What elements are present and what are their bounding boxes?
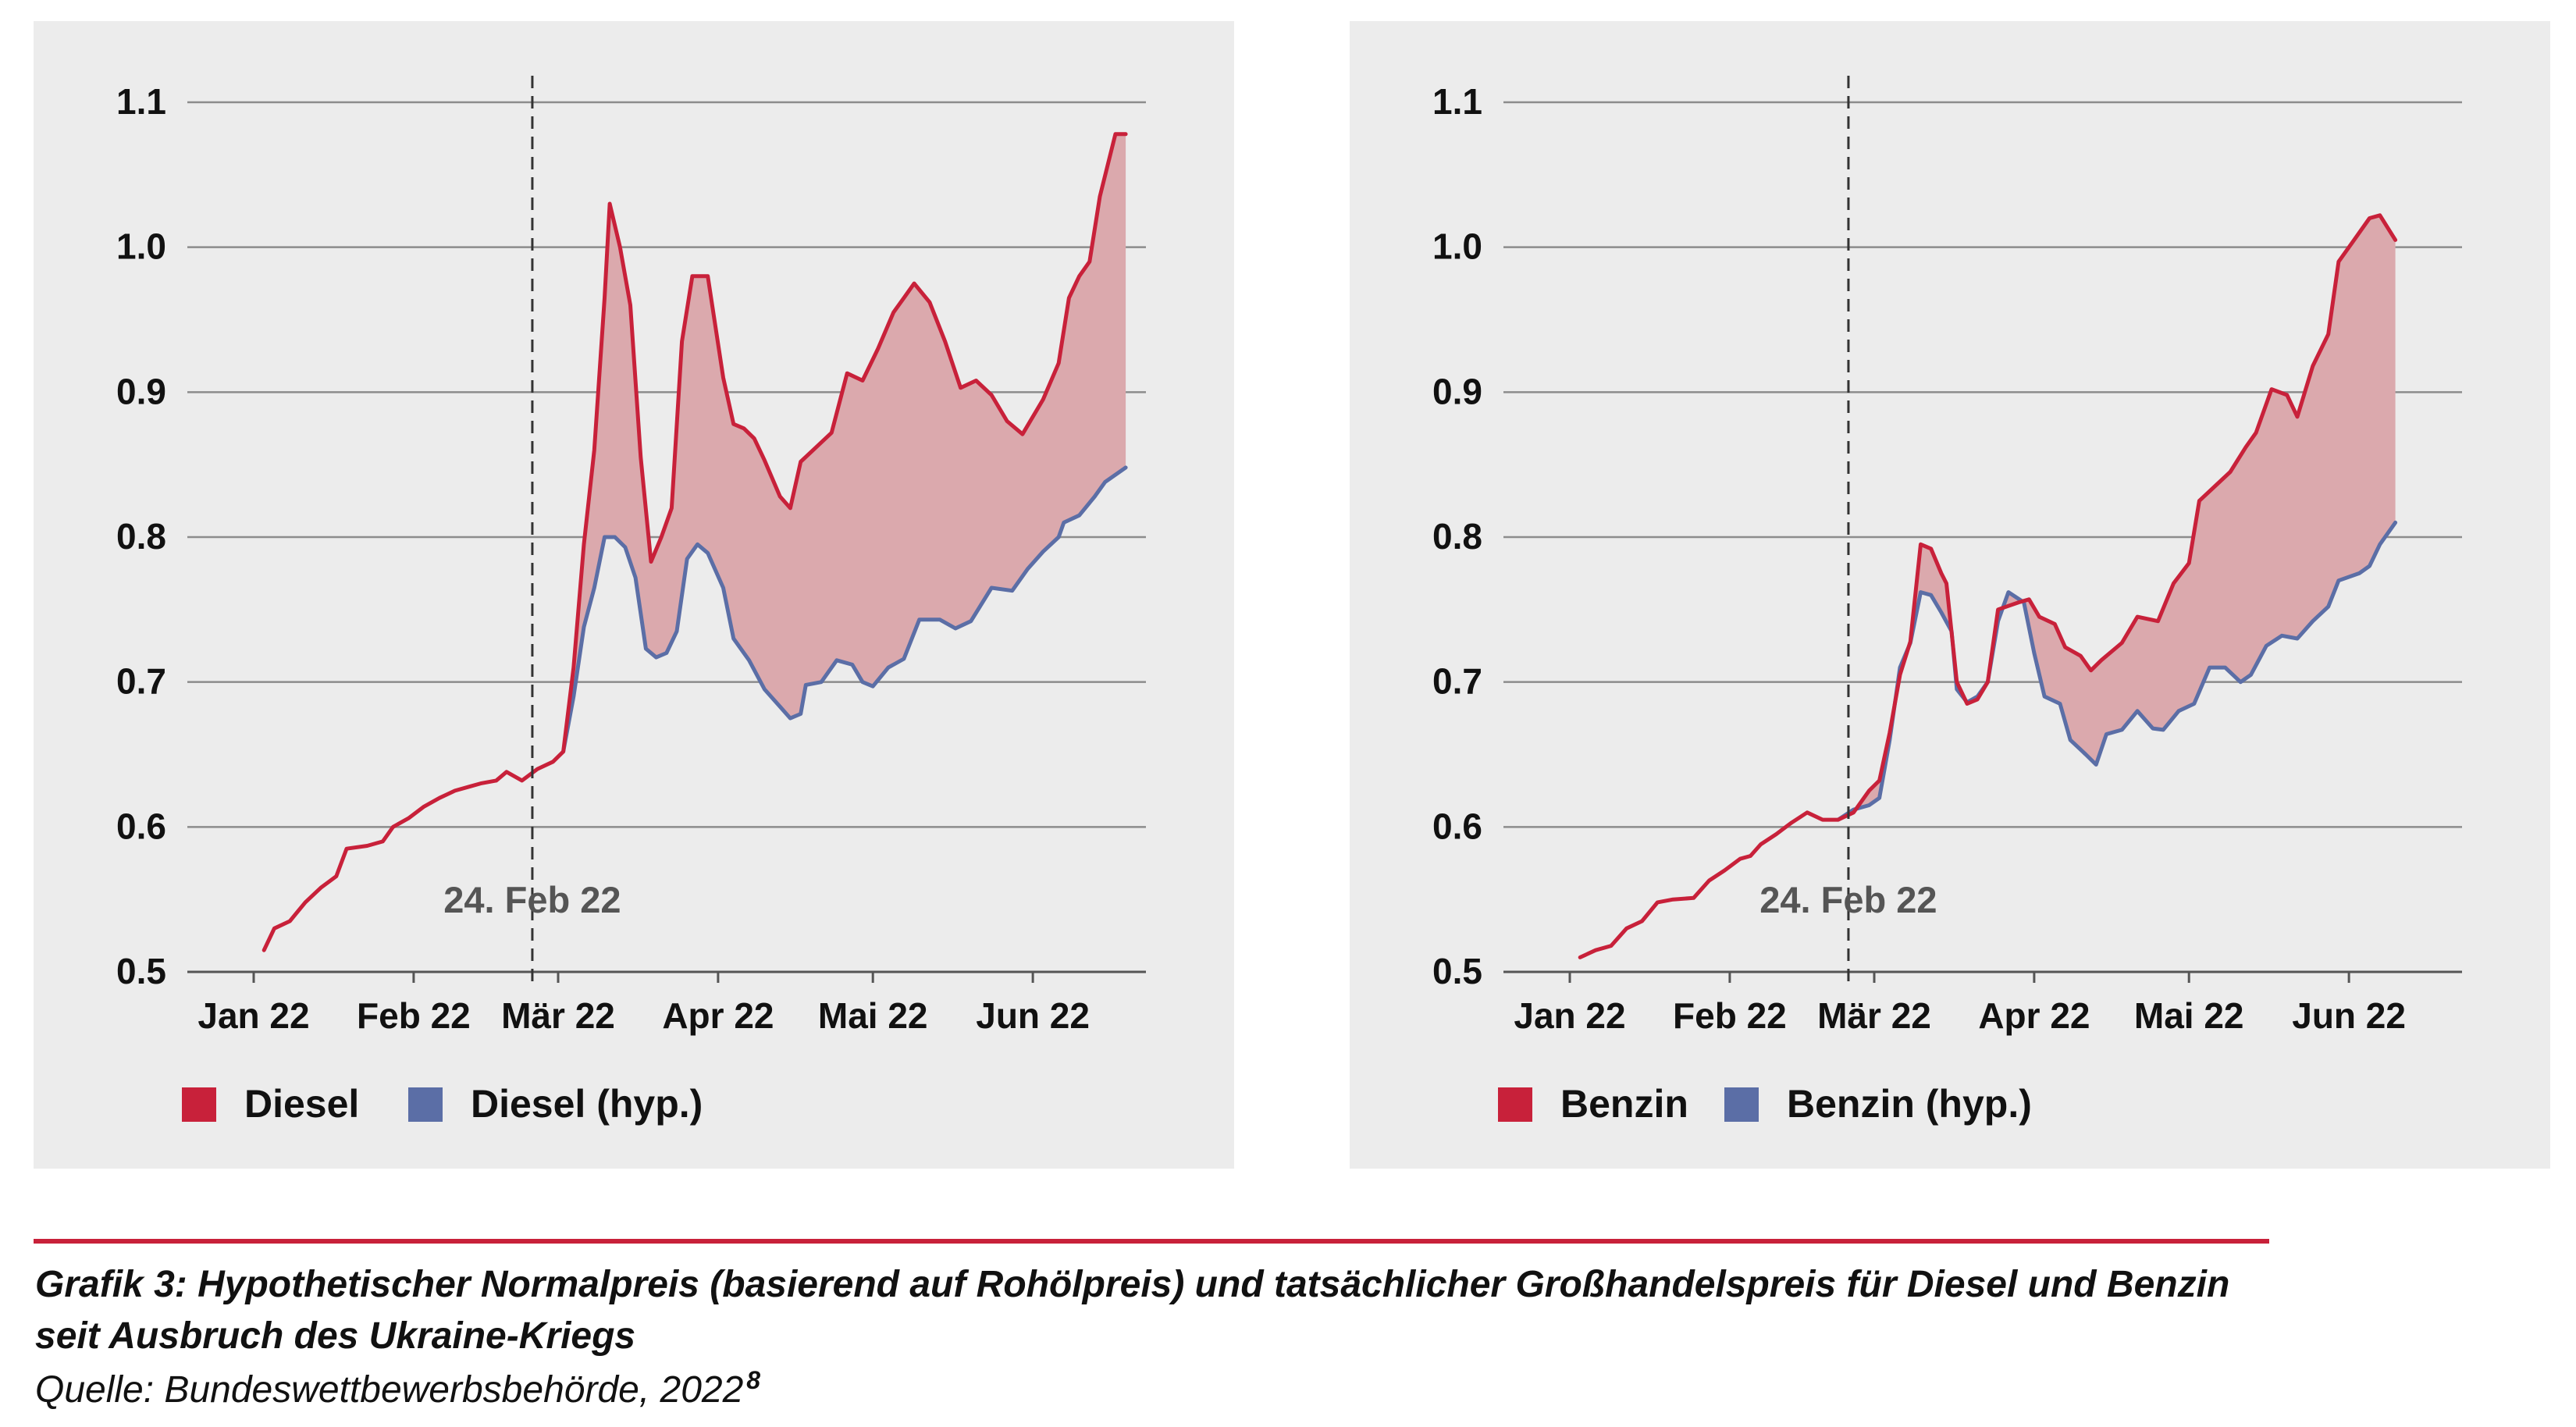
x-tick-label: Mär 22 — [501, 995, 615, 1036]
x-tick-label: Mai 22 — [818, 995, 928, 1036]
y-tick-label: 0.5 — [116, 951, 166, 991]
gap-shaded-area — [1838, 215, 2396, 820]
y-tick-label: 0.6 — [1432, 806, 1482, 846]
caption-title-line-1: Grafik 3: Hypothetischer Normalpreis (ba… — [35, 1264, 2230, 1305]
caption-source-text: Quelle: Bundeswettbewerbsbehörde, 2022 — [35, 1369, 744, 1411]
legend-swatch — [408, 1087, 443, 1122]
y-tick-label: 1.0 — [1432, 226, 1482, 267]
caption-footnote-ref: 8 — [746, 1366, 761, 1394]
y-tick-label: 0.7 — [116, 661, 166, 702]
benzin-chart: 0.5 0.6 0.7 0.8 0.9 1.0 1.1 Jan 22 Feb 22 Mär 22 A… — [1432, 76, 2462, 1126]
x-tick-label: Jun 22 — [976, 995, 1090, 1036]
legend-swatch — [182, 1087, 216, 1122]
legend-label: Diesel (hyp.) — [471, 1082, 703, 1126]
x-tick-label: Jan 22 — [1514, 995, 1625, 1036]
y-tick-label: 0.8 — [116, 516, 166, 557]
caption-source: Quelle: Bundeswettbewerbsbehörde, 2022 8 — [35, 1366, 760, 1411]
gap-shaded-area — [563, 133, 1126, 752]
y-tick-label: 1.1 — [1432, 81, 1482, 122]
x-tick-label: Jan 22 — [197, 995, 309, 1036]
series-line — [262, 132, 1128, 952]
series-line — [1836, 520, 2398, 822]
y-tick-label: 0.9 — [1432, 371, 1482, 411]
caption-title-line-2: seit Ausbruch des Ukraine-Kriegs — [35, 1315, 636, 1357]
legend-swatch — [1724, 1087, 1759, 1122]
y-tick-label: 1.1 — [116, 81, 166, 122]
diesel-chart: 0.5 0.6 0.7 0.8 0.9 1.0 1.1 Jan 22 Feb 22 Mär 22 A… — [116, 76, 1146, 1126]
chart-panel-diesel: 0.5 0.6 0.7 0.8 0.9 1.0 1.1 Jan 22 Feb 22 Mär 22 A… — [34, 21, 1234, 1169]
x-tick-label: Feb 22 — [357, 995, 471, 1036]
y-tick-label: 0.9 — [116, 371, 166, 411]
x-tick-label: Jun 22 — [2292, 995, 2406, 1036]
y-tick-label: 0.5 — [1432, 951, 1482, 991]
x-tick-label: Feb 22 — [1673, 995, 1787, 1036]
legend-label: Benzin (hyp.) — [1787, 1082, 2032, 1126]
legend-swatch — [1498, 1087, 1532, 1122]
x-tick-label: Mär 22 — [1817, 995, 1931, 1036]
x-tick-label: Apr 22 — [662, 995, 774, 1036]
legend-label: Benzin — [1560, 1082, 1688, 1126]
series-line — [1578, 213, 2398, 959]
chart-panel-benzin: 0.5 0.6 0.7 0.8 0.9 1.0 1.1 Jan 22 Feb 22 Mär 22 A… — [1350, 21, 2550, 1169]
caption-divider — [34, 1239, 2269, 1244]
y-tick-label: 0.6 — [116, 806, 166, 846]
x-tick-label: Mai 22 — [2134, 995, 2244, 1036]
y-tick-label: 0.7 — [1432, 661, 1482, 702]
y-tick-label: 0.8 — [1432, 516, 1482, 557]
legend-label: Diesel — [244, 1082, 359, 1126]
event-marker-label: 24. Feb 22 — [443, 879, 621, 920]
series-line — [561, 465, 1128, 754]
y-tick-label: 1.0 — [116, 226, 166, 267]
x-tick-label: Apr 22 — [1978, 995, 2090, 1036]
event-marker-label: 24. Feb 22 — [1759, 879, 1937, 920]
